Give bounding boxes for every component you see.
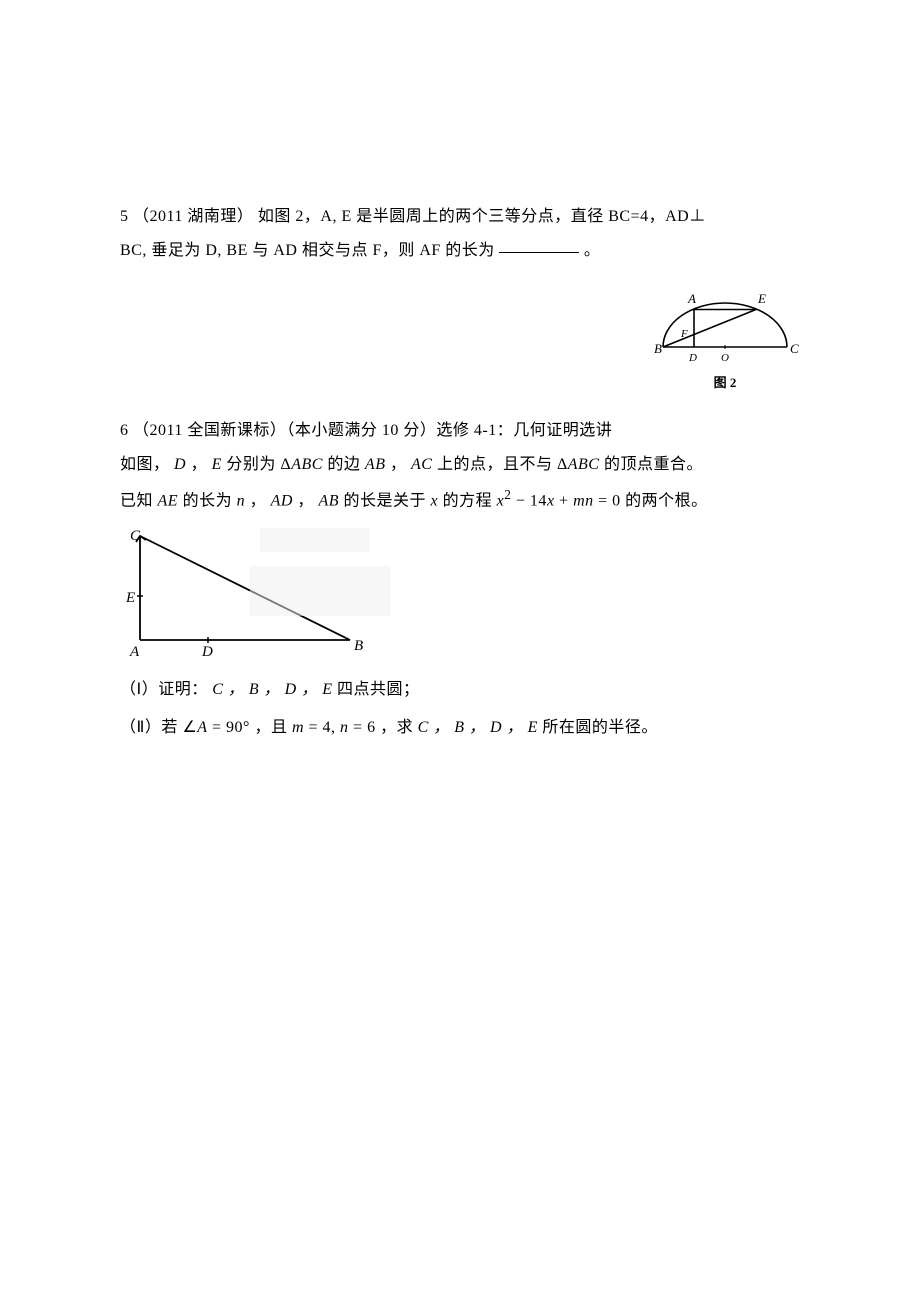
q6-p2-end: 所在圆的半径。	[542, 719, 658, 736]
q6-l3-c: ，	[297, 493, 314, 510]
svg-text:E: E	[125, 590, 135, 606]
q6-angle: ∠	[182, 719, 197, 736]
q6-p2-mid2: ，求	[380, 719, 418, 736]
q6-eq-plus: +	[559, 493, 573, 510]
q6-p1-label: （Ⅰ）证明：	[120, 681, 208, 698]
figure2: B C O D A E F 图 2	[650, 285, 800, 391]
q6-n: n	[237, 493, 246, 510]
q6-block: 6 （2011 全国新课标）（本小题满分 10 分）选修 4-1：几何证明选讲 …	[120, 414, 800, 518]
svg-text:D: D	[201, 644, 213, 660]
svg-text:B: B	[654, 341, 662, 356]
q6-AD: AD	[271, 493, 293, 510]
svg-text:E: E	[757, 291, 766, 306]
svg-text:D: D	[688, 352, 697, 364]
q6-eq-eq0: = 0	[598, 493, 621, 510]
figure-triangle-wrap: A B C D E	[120, 522, 420, 667]
q5-answer-blank	[499, 236, 579, 253]
figure2-caption: 图 2	[650, 372, 800, 391]
q6-l2-mid2: 的边	[327, 456, 365, 473]
content-area: 5 （2011 湖南理） 如图 2，A, E 是半圆周上的两个三等分点，直径 B…	[120, 200, 800, 744]
q6-l2-end: 的顶点重合。	[604, 456, 703, 473]
q6-eq-mn: mn	[573, 493, 594, 510]
scan-smudge-2	[250, 566, 390, 616]
scan-smudge-1	[260, 528, 370, 552]
svg-text:A: A	[687, 291, 696, 306]
q5-text-line2b: 。	[584, 242, 601, 259]
q6-l2-mid4: 上的点，且不与	[437, 456, 557, 473]
q6-l3-f: 的两个根。	[625, 493, 708, 510]
q6-AB2: AB	[318, 493, 339, 510]
svg-text:O: O	[721, 352, 729, 364]
q6-tri2: Δ	[557, 456, 568, 473]
q5-text-line2a: BC, 垂足为 D, BE 与 AD 相交与点 F，则 AF 的长为	[120, 242, 495, 259]
page: 5 （2011 湖南理） 如图 2，A, E 是半圆周上的两个三等分点，直径 B…	[0, 0, 920, 1302]
q6-tri1: Δ	[280, 456, 291, 473]
q6-p2-label: （Ⅱ）若	[120, 719, 182, 736]
q6-p1-pts: C ， B ， D ， E	[212, 681, 337, 698]
q6-m: m	[292, 719, 304, 736]
q5-block: 5 （2011 湖南理） 如图 2，A, E 是半圆周上的两个三等分点，直径 B…	[120, 200, 800, 267]
svg-text:A: A	[129, 644, 140, 660]
q6-part1: （Ⅰ）证明： C ， B ， D ， E 四点共圆；	[120, 673, 800, 707]
figure2-svg: B C O D A E F	[650, 285, 800, 365]
q6-p2-mid: ，且	[254, 719, 292, 736]
q6-E: E	[212, 456, 222, 473]
q6-D: D	[174, 456, 186, 473]
q6-ABC2: ABC	[568, 456, 600, 473]
q6-ABC1: ABC	[291, 456, 323, 473]
q6-l3-d: 的长是关于	[343, 493, 430, 510]
q6-x: x	[431, 493, 439, 510]
q5-number: 5	[120, 208, 129, 225]
q6-l3-e: 的方程	[443, 493, 497, 510]
q6-eq-sup2: 2	[504, 487, 511, 502]
q6-l3-b: ，	[250, 493, 267, 510]
figure2-wrap: B C O D A E F 图 2	[120, 285, 800, 392]
svg-text:F: F	[680, 328, 688, 340]
q5-source: （2011 湖南理）	[133, 208, 253, 225]
q5-text-line1: 如图 2，A, E 是半圆周上的两个三等分点，直径 BC=4，AD⊥	[258, 208, 706, 225]
q6-p2-pts: C ， B ， D ， E	[418, 719, 543, 736]
q6-eq-x1: x	[547, 493, 555, 510]
q6-l2-mid3: ，	[390, 456, 407, 473]
q6-number: 6	[120, 422, 129, 439]
q6-l3-a: 的长为	[183, 493, 237, 510]
svg-text:C: C	[130, 528, 141, 544]
q6-n2: n	[340, 719, 349, 736]
q6-eq-m14: − 14	[516, 493, 547, 510]
q6-eq4: = 4,	[304, 719, 340, 736]
q6-l2-mid1: 分别为	[226, 456, 276, 473]
svg-text:B: B	[354, 638, 363, 654]
q6-AB1: AB	[365, 456, 386, 473]
q6-eq6: = 6	[349, 719, 376, 736]
q6-l3-pre: 已知	[120, 493, 158, 510]
q6-AE: AE	[158, 493, 179, 510]
q6-source: （2011 全国新课标）（本小题满分 10 分）选修 4-1：几何证明选讲	[133, 422, 612, 439]
q6-part2: （Ⅱ）若 ∠A = 90° ，且 m = 4, n = 6 ，求 C ， B ，…	[120, 711, 800, 745]
q6-p1-end: 四点共圆；	[337, 681, 420, 698]
q6-AC: AC	[411, 456, 432, 473]
q6-eq90: = 90°	[212, 719, 250, 736]
q6-sep1: ，	[191, 456, 208, 473]
svg-text:C: C	[790, 341, 799, 356]
q6-l2-pre: 如图，	[120, 456, 170, 473]
q6-A: A	[197, 719, 207, 736]
